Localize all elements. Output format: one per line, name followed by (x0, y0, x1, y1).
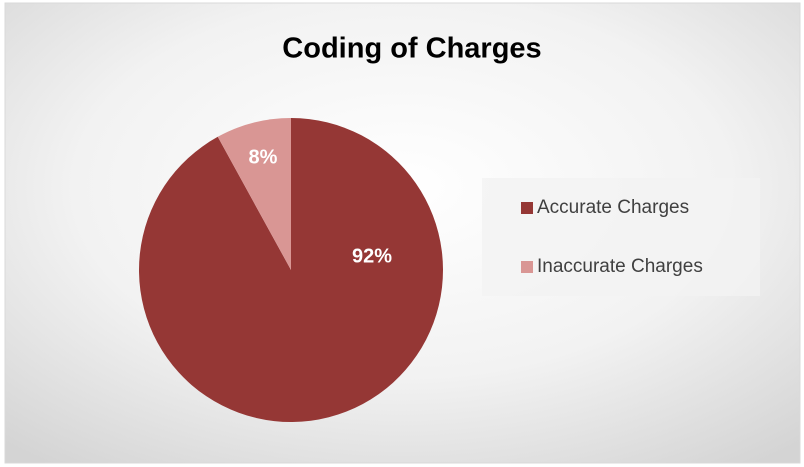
data-label: 92% (352, 245, 392, 267)
legend-label: Inaccurate Charges (537, 256, 703, 277)
legend-box (482, 178, 760, 296)
chart-title: Coding of Charges (282, 33, 541, 65)
data-label: 8% (249, 146, 278, 168)
pie-slice (217, 118, 291, 270)
legend-label: Accurate Charges (537, 197, 689, 218)
legend-swatch (521, 261, 533, 273)
legend-swatch (521, 202, 533, 214)
